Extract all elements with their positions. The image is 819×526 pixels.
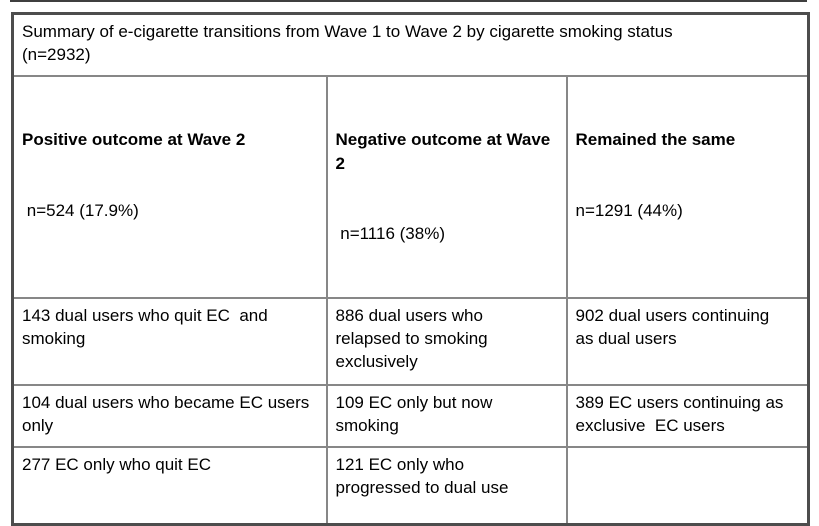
column-header-negative-outcome: Negative outcome at Wave 2 n=1116 (38%) (325, 74, 568, 299)
header-subtitle: n=1116 (38%) (335, 224, 445, 244)
caption-row: Summary of e-cigarette transitions from … (11, 12, 810, 77)
table-cell-positive-dual-quit: 143 dual users who quit EC and smoking (11, 296, 328, 386)
table-cell-positive-ec-quit: 277 EC only who quit EC (11, 445, 328, 526)
table-cell-same-dual-continuing: 902 dual users continuing as dual users (565, 296, 810, 386)
table-row: 277 EC only who quit EC 121 EC only who … (11, 445, 810, 526)
header-title: Positive outcome at Wave 2 (22, 130, 246, 150)
table-row: 143 dual users who quit EC and smoking 8… (11, 296, 810, 386)
header-title: Negative outcome at Wave 2 (335, 130, 551, 173)
header-subtitle: n=1291 (44%) (575, 200, 683, 220)
header-title: Remained the same (575, 130, 736, 150)
table-cell-negative-ec-progressed-dual: 121 EC only who progressed to dual use (325, 445, 568, 526)
ecigarette-transitions-table: Summary of e-cigarette transitions from … (11, 12, 811, 526)
table-cell-positive-dual-became-ec: 104 dual users who became EC users only (11, 383, 328, 448)
table-caption: Summary of e-cigarette transitions from … (11, 12, 810, 77)
cropped-top-rule (10, 0, 807, 2)
table-cell-same-ec-continuing: 389 EC users continuing as exclusive EC … (565, 383, 810, 448)
table-cell-negative-ec-now-smoking: 109 EC only but now smoking (325, 383, 568, 448)
table-row: 104 dual users who became EC users only … (11, 383, 810, 448)
column-header-remained-same: Remained the same n=1291 (44%) (565, 74, 810, 299)
table-cell-empty (565, 445, 810, 526)
header-row: Positive outcome at Wave 2 n=524 (17.9%)… (11, 74, 810, 299)
header-subtitle: n=524 (17.9%) (22, 200, 139, 220)
table-cell-negative-dual-relapsed: 886 dual users who relapsed to smoking e… (325, 296, 568, 386)
column-header-positive-outcome: Positive outcome at Wave 2 n=524 (17.9%) (11, 74, 328, 299)
